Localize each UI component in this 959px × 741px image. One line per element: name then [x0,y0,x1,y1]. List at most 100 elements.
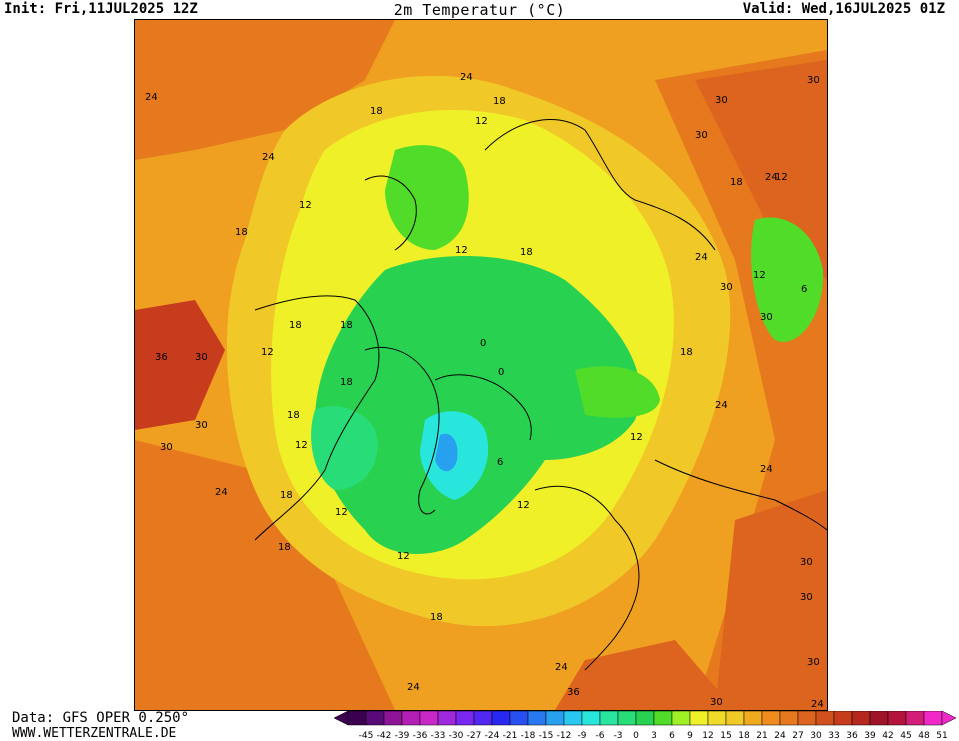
svg-text:12: 12 [295,440,308,451]
svg-text:36: 36 [155,352,168,363]
colorbar-cell [581,711,601,726]
svg-text:24: 24 [715,400,728,411]
svg-text:24: 24 [555,662,568,673]
svg-text:6: 6 [497,457,503,468]
colorbar-tick-label: -30 [449,731,464,741]
valid-time-label: Valid: Wed,16JUL2025 01Z [742,1,945,17]
colorbar-tick-label: -3 [614,731,623,741]
colorbar-cell [833,711,853,726]
hot-region-south [555,640,735,710]
svg-text:24: 24 [765,172,778,183]
colorbar-tick-label: -21 [503,731,518,741]
svg-text:18: 18 [730,177,743,188]
colorbar-cell [509,711,529,726]
greenland-core [435,433,458,472]
colorbar-tick-label: 36 [846,731,858,741]
colorbar-tick-label: 45 [900,731,911,741]
cold-region-canada [311,406,378,490]
coastlines [254,119,827,671]
colorbar-cell [545,711,565,726]
colorbar-cell [671,711,691,726]
colorbar-cell [599,711,619,726]
svg-text:12: 12 [475,116,488,127]
svg-text:12: 12 [335,507,348,518]
svg-text:12: 12 [261,347,274,358]
colorbar-cell [815,711,835,726]
colorbar-cell [635,711,655,726]
colorbar-cell [347,711,367,726]
svg-text:24: 24 [145,92,158,103]
cold-region-siberia [575,366,660,418]
svg-text:18: 18 [287,410,300,421]
hot-region-southeast [715,490,827,710]
colorbar-cell [887,711,907,726]
colorbar-tick-label: -15 [539,731,554,741]
svg-text:30: 30 [760,312,773,323]
colorbar-cell [617,711,637,726]
colorbar-tick-label: -9 [578,731,587,741]
colorbar-cell [905,711,925,726]
colorbar-tick-label: -42 [377,731,392,741]
svg-text:30: 30 [160,442,173,453]
cold-region-arctic [315,256,641,554]
svg-text:12: 12 [630,432,643,443]
warm-region-southwest [135,440,395,710]
map-title: 2m Temperatur (°C) [393,1,566,19]
svg-text:30: 30 [807,657,820,668]
colorbar-cell [869,711,889,726]
svg-text:30: 30 [720,282,733,293]
colorbar-cell [491,711,511,726]
svg-text:18: 18 [340,320,353,331]
temperature-map-svg: 24 24 24 18 18 12 12 18 12 18 18 18 12 0… [135,20,827,710]
colorbar-left-arrow [334,711,349,726]
colorbar-tick-label: 3 [651,731,657,741]
colorbar-tick-label: 6 [669,731,675,741]
colorbar-tick-label: 21 [756,731,767,741]
svg-text:30: 30 [807,75,820,86]
svg-text:30: 30 [195,352,208,363]
svg-text:30: 30 [710,697,723,708]
svg-text:18: 18 [278,542,291,553]
svg-text:18: 18 [520,247,533,258]
colorbar-cell [923,711,943,726]
svg-text:24: 24 [811,699,824,710]
colorbar-tick-label: 51 [936,731,947,741]
colorbar-tick-label: 48 [918,731,930,741]
svg-text:18: 18 [280,490,293,501]
colorbar-cell [743,711,763,726]
svg-text:30: 30 [800,592,813,603]
colorbar-tick-label: 12 [702,731,713,741]
svg-text:12: 12 [397,551,410,562]
svg-text:24: 24 [460,72,473,83]
colorbar-cell [779,711,799,726]
colorbar-cell [401,711,421,726]
colorbar-cell [761,711,781,726]
colorbar-tick-label: 0 [633,731,639,741]
colorbar-tick-label: 42 [882,731,893,741]
svg-text:30: 30 [800,557,813,568]
svg-text:24: 24 [760,464,773,475]
colorbar-tick-label: 39 [864,731,876,741]
temperature-colorbar: -45 -42 -39 -36 -33 -30 -27 -24 -21 -18 -15 -12 -9 -6… [334,711,957,741]
colorbar-cell [365,711,385,726]
colorbar-tick-label: 15 [720,731,731,741]
svg-text:12: 12 [517,500,530,511]
colorbar-tick-label: 24 [774,731,786,741]
cold-region-scandinavia [385,145,469,250]
colorbar-tick-label: -6 [596,731,605,741]
colorbar-tick-label: 9 [687,731,693,741]
svg-text:12: 12 [775,172,788,183]
website-label: WWW.WETTERZENTRALE.DE [12,726,177,741]
colorbar-tick-label: -39 [395,731,410,741]
svg-text:18: 18 [430,612,443,623]
contour-labels: 24 24 24 18 18 12 12 18 12 18 18 18 12 0… [145,72,824,710]
svg-text:12: 12 [299,200,312,211]
colorbar-tick-label: -33 [431,731,446,741]
svg-text:36: 36 [567,687,580,698]
svg-text:30: 30 [195,420,208,431]
svg-text:18: 18 [235,227,248,238]
svg-text:12: 12 [455,245,468,256]
data-source-label: Data: GFS OPER 0.250° [12,710,190,726]
init-time-label: Init: Fri,11JUL2025 12Z [4,1,198,17]
hot-region-west [135,300,225,430]
